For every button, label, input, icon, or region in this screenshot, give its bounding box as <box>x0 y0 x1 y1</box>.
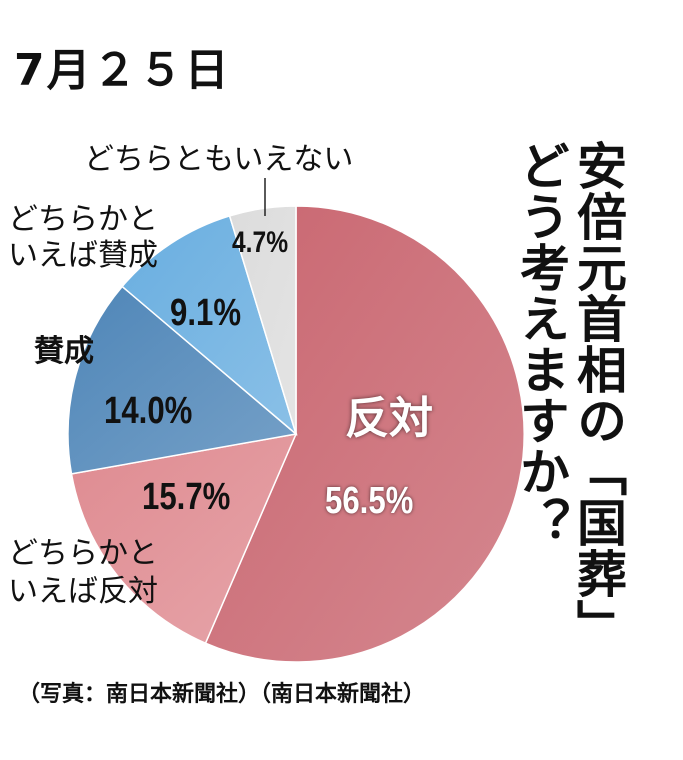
chart-title-line1: 安倍元首相の「国葬」 <box>569 140 627 650</box>
photo-credit: （写真：南日本新聞社）（南日本新聞社） <box>18 682 426 707</box>
value-support: 14.0% <box>104 390 193 432</box>
label-oppose-somewhat-1: どちらかと <box>8 536 158 571</box>
label-oppose-somewhat-2: いえば反対 <box>8 574 158 609</box>
label-oppose: 反対 <box>345 393 433 444</box>
value-neutral: 4.7% <box>232 226 289 259</box>
value-support-somewhat: 9.1% <box>170 292 242 334</box>
label-neutral: どちらともいえない <box>84 142 354 177</box>
date-heading: 7月２５日 <box>14 45 231 96</box>
chart-title-line2: どう考えますか？ <box>512 140 570 548</box>
label-support-somewhat-2: いえば賛成 <box>8 238 158 273</box>
slice-support-somewhat <box>121 214 298 437</box>
slice-oppose <box>204 205 525 663</box>
label-support-somewhat-1: どちらかと <box>8 202 158 237</box>
label-support: 賛成 <box>34 334 94 369</box>
slice-support <box>67 285 298 475</box>
slice-neutral <box>228 205 297 435</box>
value-oppose: 56.5% <box>325 480 414 522</box>
slice-oppose-somewhat <box>70 433 298 645</box>
value-oppose-somewhat: 15.7% <box>142 476 231 518</box>
